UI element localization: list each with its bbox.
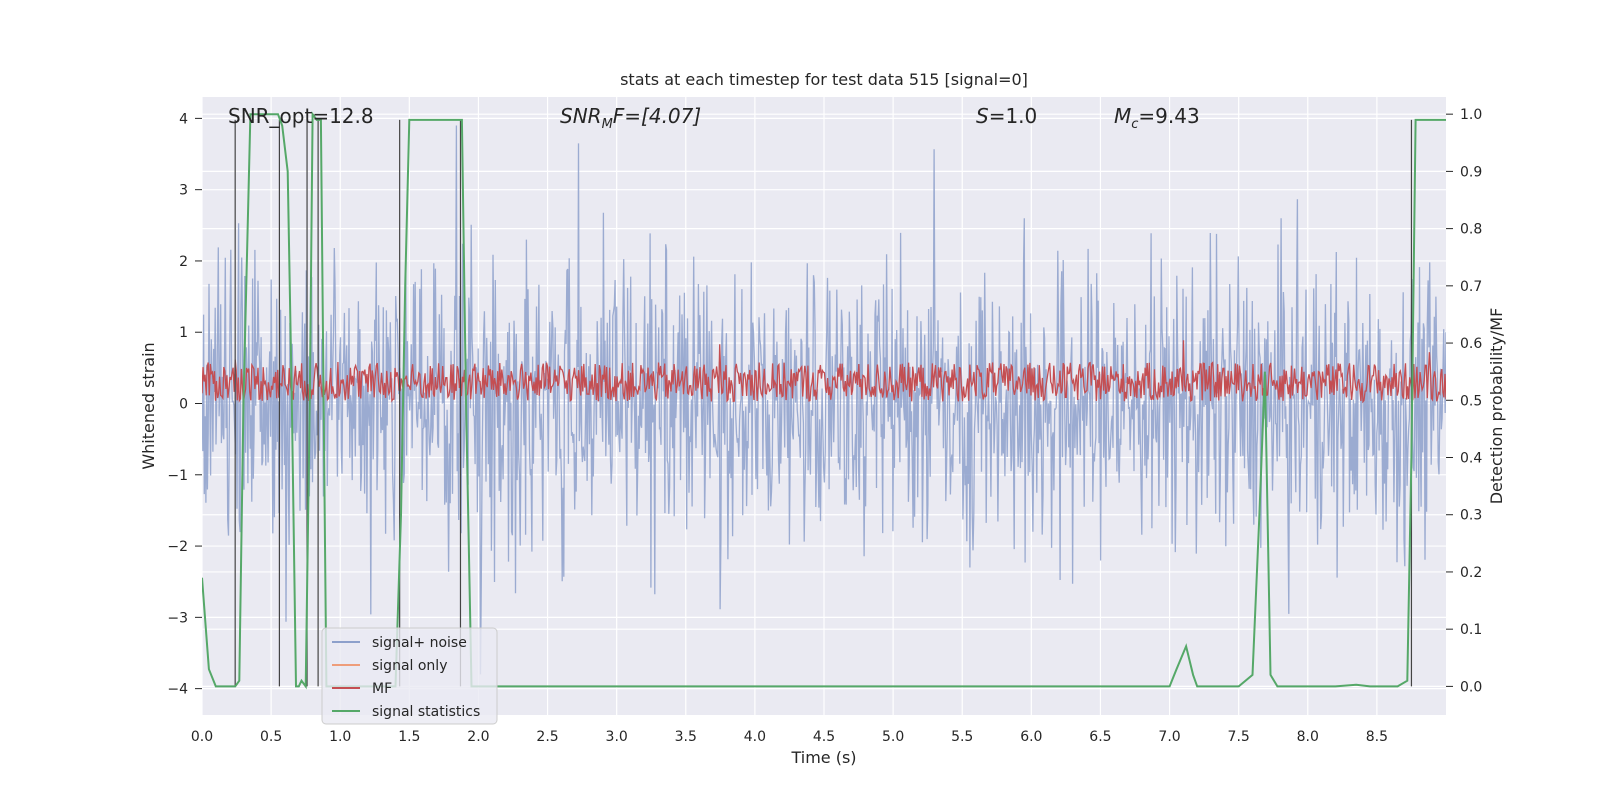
- x-tick-label: 1.0: [329, 729, 351, 745]
- x-tick-label: 8.0: [1297, 729, 1319, 745]
- x-tick-label: 4.0: [744, 729, 766, 745]
- x-tick-label: 3.5: [675, 729, 697, 745]
- annotation-snr-mf-sub: M: [602, 117, 613, 132]
- x-tick-label: 2.5: [536, 729, 558, 745]
- annotation-mc-rest: =9.43: [1138, 104, 1199, 128]
- left-y-tick-label: 1: [179, 325, 188, 341]
- right-y-axis-label: Detection probability/MF: [1487, 308, 1506, 505]
- left-y-axis-label: Whitened strain: [139, 342, 158, 469]
- right-y-tick-label: 0.6: [1460, 336, 1482, 352]
- x-tick-label: 6.0: [1020, 729, 1042, 745]
- annotation-mc-sub: c: [1131, 117, 1138, 132]
- right-y-tick-label: 0.7: [1460, 279, 1482, 295]
- legend-label: MF: [372, 681, 392, 697]
- right-y-tick-label: 1.0: [1460, 107, 1482, 123]
- left-y-tick-label: −4: [167, 682, 188, 698]
- left-y-tick-label: 2: [179, 254, 188, 270]
- plot-content: [202, 111, 1446, 690]
- left-y-tick-labels: 4 3 2 1 0 −1 −2 −3 −4: [167, 111, 202, 698]
- right-y-tick-label: 0.4: [1460, 451, 1482, 467]
- annotation-mc-main: M: [1114, 104, 1131, 128]
- annotation-snr-mf-main: SNR: [560, 104, 602, 128]
- right-y-tick-labels: 1.0 0.9 0.8 0.7 0.6 0.5 0.4 0.3 0.2 0.1 0.0: [1446, 107, 1482, 695]
- x-tick-label: 5.0: [882, 729, 904, 745]
- legend-frame: [321, 627, 498, 725]
- annotation-s-main: S: [976, 104, 989, 128]
- legend-label: signal only: [372, 658, 447, 674]
- right-y-tick-label: 0.9: [1460, 164, 1482, 180]
- x-tick-label: 8.5: [1366, 729, 1388, 745]
- left-y-tick-label: −1: [167, 468, 188, 484]
- x-tick-label: 0.0: [191, 729, 213, 745]
- series-signal-statistics-line: [202, 111, 1446, 690]
- left-y-tick-label: −2: [167, 539, 188, 555]
- left-y-tick-label: 0: [179, 397, 188, 413]
- annotation-s: S=1.0: [976, 104, 1037, 128]
- right-y-tick-label: 0.2: [1460, 565, 1482, 581]
- annotation-snr-mf-rest: F=[4.07]: [613, 104, 701, 128]
- x-tick-labels: 0.0 0.5 1.0 1.5 2.0 2.5 3.0 3.5 4.0 4.5 5.0 5.5 6.0 6…: [191, 729, 1388, 745]
- annotation-snr-opt: SNR_opt=12.8: [228, 104, 374, 128]
- right-y-tick-label: 0.8: [1460, 222, 1482, 238]
- x-tick-label: 7.5: [1228, 729, 1250, 745]
- x-tick-label: 1.5: [398, 729, 420, 745]
- x-tick-label: 5.5: [951, 729, 973, 745]
- legend-label: signal statistics: [372, 704, 480, 720]
- x-tick-label: 6.5: [1089, 729, 1111, 745]
- x-tick-label: 2.0: [467, 729, 489, 745]
- x-tick-label: 7.0: [1158, 729, 1180, 745]
- right-y-tick-label: 0.0: [1460, 679, 1482, 695]
- x-tick-label: 0.5: [260, 729, 282, 745]
- right-y-tick-label: 0.5: [1460, 393, 1482, 409]
- series-signal-noise-line: [202, 125, 1446, 675]
- x-tick-label: 3.0: [606, 729, 628, 745]
- right-y-tick-label: 0.1: [1460, 622, 1482, 638]
- legend: signal+ noise signal only MF signal statist…: [321, 627, 498, 725]
- x-tick-label: 4.5: [813, 729, 835, 745]
- x-axis-label: Time (s): [790, 748, 856, 767]
- right-y-tick-label: 0.3: [1460, 508, 1482, 524]
- series-mf-line: [202, 340, 1446, 404]
- left-y-tick-label: −3: [167, 610, 188, 626]
- annotation-s-rest: =1.0: [989, 104, 1038, 128]
- left-y-tick-label: 4: [179, 111, 188, 127]
- left-y-tick-label: 3: [179, 183, 188, 199]
- chart-title: stats at each timestep for test data 515…: [620, 70, 1028, 89]
- annotation-snr-mf: SNRMF=[4.07]: [560, 104, 701, 132]
- annotation-mc: Mc=9.43: [1114, 104, 1200, 132]
- legend-label: signal+ noise: [372, 635, 467, 651]
